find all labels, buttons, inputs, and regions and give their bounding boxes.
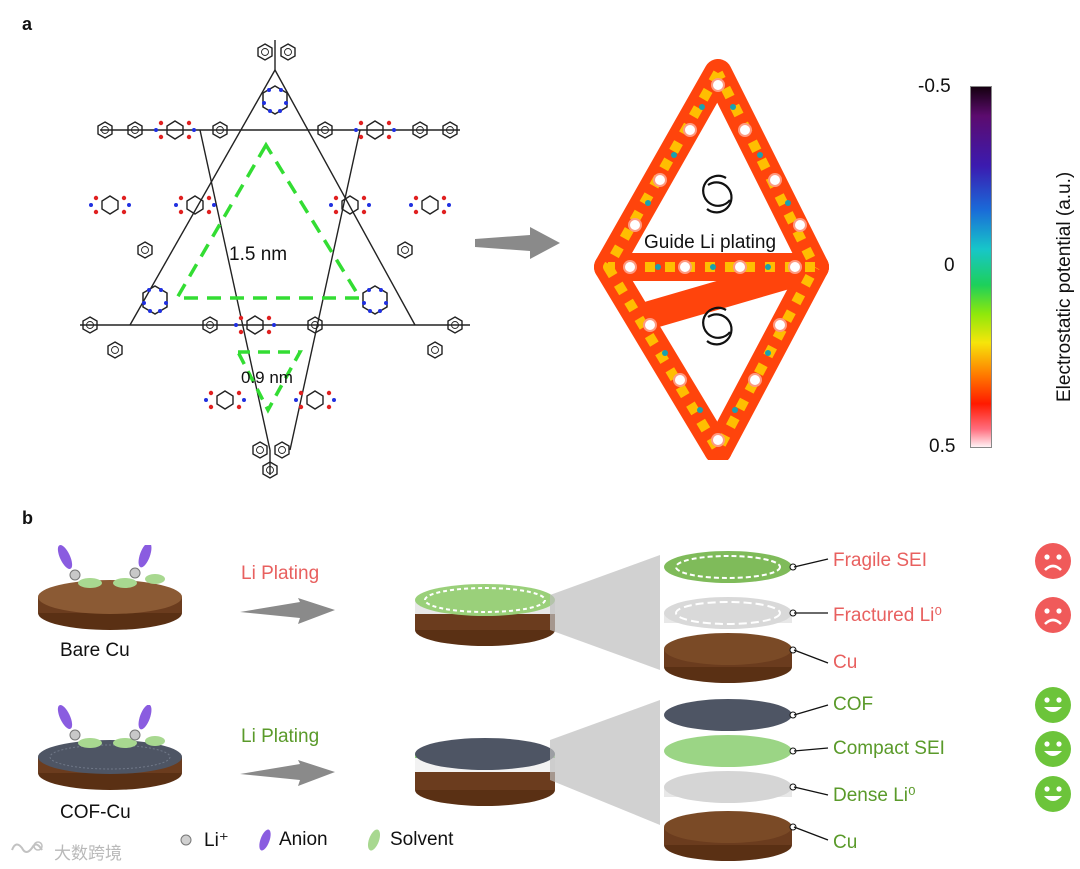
cof-layer-label: COF	[833, 694, 874, 715]
row1-leader-lines	[793, 558, 829, 664]
row1-arrow-label: Li Plating	[241, 563, 320, 584]
legend-anion: Anion	[279, 829, 328, 850]
row1-arrow	[240, 598, 335, 624]
row2-arrow	[240, 760, 335, 786]
happy-face-icon	[1035, 731, 1071, 767]
large-pore-outline	[173, 141, 364, 300]
row2-plated-disc	[415, 738, 555, 806]
guide-li-plating-text: Guide Li plating	[644, 232, 777, 253]
row2-exploded-layers	[664, 699, 797, 861]
colorbar-tick-top: -0.5	[918, 76, 951, 97]
row2-cu-label: Cu	[833, 832, 858, 853]
dense-li-label: Dense Li⁰	[833, 785, 916, 806]
fractured-li-label: Fractured Li⁰	[833, 605, 942, 626]
fragile-sei-label: Fragile SEI	[833, 550, 927, 571]
small-pore-size: 0.9 nm	[241, 368, 293, 387]
electrostatic-colorbar	[970, 86, 992, 448]
cof-cu-label: COF-Cu	[60, 802, 131, 823]
watermark-text: 大数跨境	[54, 844, 122, 863]
compact-sei-label: Compact SEI	[833, 738, 945, 759]
colorbar-tick-mid: 0	[944, 255, 955, 276]
bare-cu-label: Bare Cu	[60, 640, 130, 661]
happy-face-icon	[1035, 776, 1071, 812]
row2-leader-lines	[793, 704, 829, 841]
bare-cu-substrate	[38, 545, 182, 630]
happy-face-icon	[1035, 687, 1071, 723]
row2-projection-beam	[550, 700, 660, 825]
cof-structure-diagram	[80, 40, 470, 479]
sad-face-icon	[1035, 543, 1071, 579]
transform-arrow	[475, 227, 560, 259]
colorbar-tick-bottom: 0.5	[929, 436, 956, 457]
large-pore-size: 1.5 nm	[229, 244, 288, 265]
row1-exploded-layers	[664, 551, 797, 683]
li-ion-legend-icon	[180, 834, 192, 846]
anion-legend-icon	[259, 829, 271, 851]
row2-arrow-label: Li Plating	[241, 726, 320, 747]
row1-projection-beam	[550, 555, 660, 670]
row1-plated-disc	[415, 584, 555, 646]
sad-face-icon	[1035, 597, 1071, 633]
watermark-logo-icon	[11, 841, 43, 853]
cof-cu-substrate	[38, 705, 182, 790]
legend-li-ion: Li⁺	[204, 830, 229, 851]
solvent-legend-icon	[367, 829, 381, 851]
small-pore-outline	[235, 350, 303, 414]
potential-map	[594, 59, 829, 460]
row1-cu-label: Cu	[833, 652, 858, 673]
legend-solvent: Solvent	[390, 829, 454, 850]
colorbar-title: Electrostatic potential (a.u.)	[1054, 171, 1075, 402]
panel-a-label: a	[22, 14, 33, 34]
panel-b-label: b	[22, 508, 33, 528]
